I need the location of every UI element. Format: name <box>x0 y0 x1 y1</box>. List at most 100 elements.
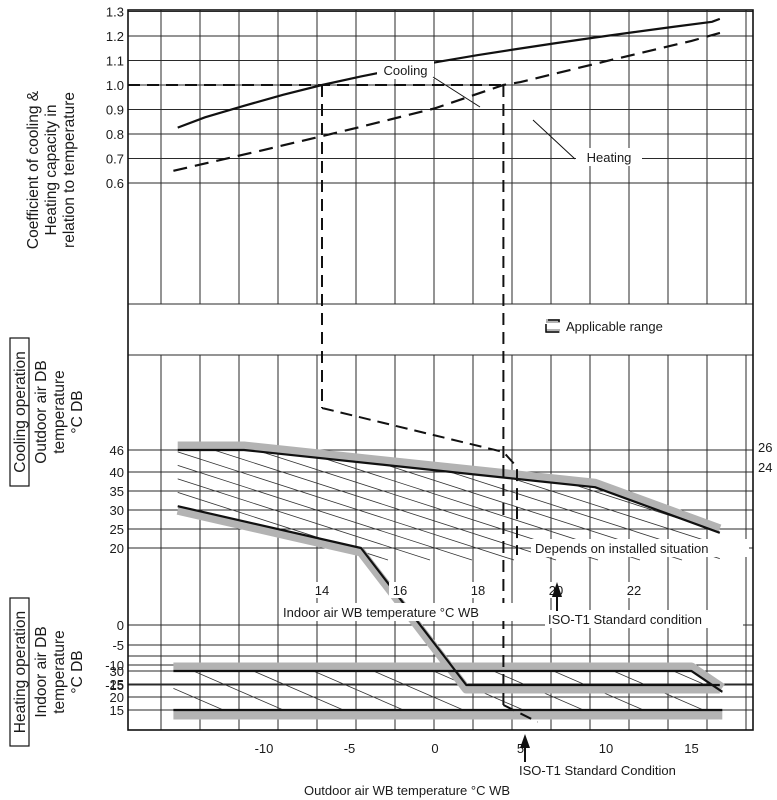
heating-hatch-line <box>173 671 229 710</box>
cooling-hatch-line <box>177 450 557 561</box>
heating-xtick-label: 5 <box>517 741 524 756</box>
cooling-hatch-line <box>583 450 720 561</box>
cooling-hatch-line <box>177 450 683 561</box>
cooling-xtick-bg <box>623 582 645 598</box>
cooling-iso-bg <box>545 610 743 628</box>
cooling-callout-line <box>432 76 481 108</box>
cooling-right-label-26: 26 <box>758 440 772 455</box>
cooling-hatch-line <box>177 450 599 561</box>
capacity-ylabel-line-3: relation to temperature <box>61 92 78 248</box>
cooling-xtick-label: 22 <box>627 583 641 598</box>
cooling-ytick-label: 46 <box>110 443 124 458</box>
heating-upper-boundary <box>173 669 723 693</box>
heating-iso-arrow-head <box>520 734 530 748</box>
cooling-xlabel-bg <box>282 603 524 621</box>
capacity-ylabel-line-2: Heating capacity in <box>43 105 60 236</box>
cooling-xlabel: Indoor air WB temperature °C WB <box>283 605 479 620</box>
cooling-upper-shade <box>177 441 722 534</box>
heating-hatch-line <box>768 660 777 712</box>
cooling-standard-condition-line <box>321 407 518 555</box>
legend-shade-icon <box>546 319 560 333</box>
cooling-iso-arrow-head <box>552 582 562 597</box>
heating-hatch-line <box>227 671 349 710</box>
heating-iso-label: ISO-T1 Standard Condition <box>519 763 676 778</box>
cooling-hatch-line <box>289 450 720 561</box>
heating-hatch-line <box>173 671 289 710</box>
cooling-ytick-label: -15 <box>105 678 124 693</box>
legend-bg <box>536 316 658 336</box>
capacity-ytick-label: 1.0 <box>106 78 124 93</box>
cooling-xtick-bg <box>389 582 411 598</box>
capacity-ytick-label: 0.7 <box>106 152 124 167</box>
heating-label-bg <box>576 148 642 166</box>
capacity-ytick-label: 0.9 <box>106 103 124 118</box>
capacity-ytick-label: 1.2 <box>106 29 124 44</box>
cooling-ylabel-line-2: temperature <box>51 370 68 454</box>
cooling-ytick-label: 0 <box>117 618 124 633</box>
cooling-iso-label: ISO-T1 Standard condition <box>548 612 702 627</box>
cooling-hatch-line <box>177 450 641 561</box>
heating-ytick-label: 25 <box>110 677 124 692</box>
cooling-ylabel-line-1: Outdoor air DB <box>33 360 50 463</box>
heating-ylabel-line-3: °C DB <box>69 650 86 693</box>
heating-ylabel-line-2: temperature <box>51 630 68 714</box>
heating-upper-shade <box>173 662 725 692</box>
cooling-xtick-label: 18 <box>471 583 485 598</box>
capacity-grid <box>128 10 753 305</box>
cooling-hatch-line <box>625 450 720 561</box>
cooling-hatch-line <box>177 450 473 561</box>
plot-frame <box>127 9 754 731</box>
heating-xtick-label: -10 <box>255 741 274 756</box>
cooling-hatch-line <box>541 450 720 561</box>
cooling-xtick-label: 16 <box>393 583 407 598</box>
cooling-ytick-label: 25 <box>110 522 124 537</box>
heating-series-label: Heating <box>587 150 632 165</box>
cooling-ytick-label: 30 <box>110 503 124 518</box>
cooling-hatch-line <box>331 450 720 561</box>
cooling-xtick-bg <box>311 582 333 598</box>
capacity-ytick-label: 1.3 <box>106 5 124 20</box>
cooling-label-bg <box>377 61 434 79</box>
cooling-ytick-label: -10 <box>105 658 124 673</box>
cooling-xtick-label: 14 <box>315 583 329 598</box>
note-bg <box>531 539 749 557</box>
capacity-ylabel-line-1: Coefficient of cooling & <box>25 90 42 249</box>
capacity-ytick-label: 0.6 <box>106 176 124 191</box>
capacity-ytick-label: 0.8 <box>106 127 124 142</box>
heating-xlabel: Outdoor air WB temperature °C WB <box>304 783 510 798</box>
heating-operation-box <box>9 597 30 747</box>
cooling-ytick-label: -5 <box>112 638 124 653</box>
heating-xtick-label: 15 <box>684 741 698 756</box>
cooling-series-label: Cooling <box>383 63 427 78</box>
cooling-hatch-line <box>499 450 720 561</box>
heating-xtick-label: 10 <box>599 741 613 756</box>
heating-ytick-label: 20 <box>110 690 124 705</box>
cooling-operation-box <box>9 337 30 487</box>
installed-situation-note: Depends on installed situation <box>535 541 708 556</box>
legend-border-icon <box>545 319 560 333</box>
cooling-ytick-label: 35 <box>110 484 124 499</box>
heating-ytick-label: 15 <box>110 703 124 718</box>
heating-standard-condition-line <box>502 704 539 723</box>
cooling-right-label-24: 24 <box>758 460 772 475</box>
cooling-hatch-line <box>177 450 515 561</box>
cooling-upper-boundary <box>177 448 721 534</box>
cooling-ytick-label: 40 <box>110 465 124 480</box>
cooling-capacity-curve <box>177 17 721 129</box>
capacity-ytick-label: 1.1 <box>106 54 124 69</box>
cooling-xtick-bg <box>467 582 489 598</box>
cooling-hatch-line <box>177 450 389 561</box>
heating-ytick-label: 30 <box>110 664 124 679</box>
heating-hatch-line <box>347 671 469 710</box>
heating-xtick-label: 0 <box>431 741 438 756</box>
heating-xtick-label: -5 <box>344 741 356 756</box>
tick-labels: 1.31.21.11.00.90.80.70.64640353025200-5-… <box>105 5 699 757</box>
heating-ylabel-line-1: Indoor air DB <box>33 626 50 717</box>
heating-callout-line <box>532 119 576 160</box>
cooling-ylabel-line-3: °C DB <box>69 390 86 433</box>
cooling-ytick-label: 20 <box>110 541 124 556</box>
heating-hatch-line <box>287 671 409 710</box>
cooling-hatch-line <box>177 450 431 561</box>
